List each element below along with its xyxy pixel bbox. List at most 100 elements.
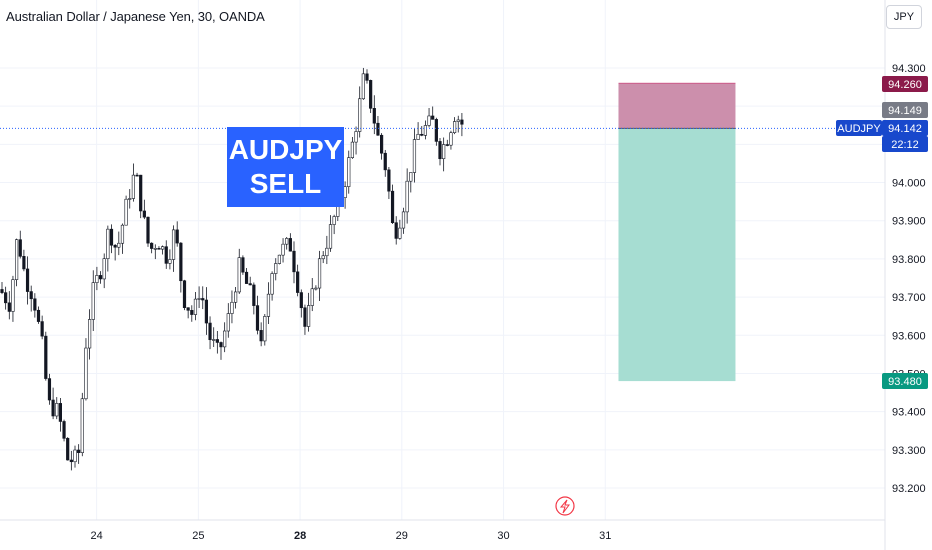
candle	[412, 128, 417, 183]
candle	[423, 120, 428, 140]
candle-body	[347, 157, 351, 187]
high-price-label-bg	[882, 102, 928, 118]
price-tick-label: 93.700	[892, 292, 926, 304]
candle	[372, 95, 376, 135]
candle	[164, 240, 168, 269]
candle	[91, 270, 95, 331]
candle-body	[434, 119, 438, 142]
candle	[460, 113, 464, 137]
candle	[73, 445, 77, 468]
candle-body	[95, 275, 99, 283]
candle	[175, 221, 179, 247]
candle	[226, 303, 230, 338]
candle-body	[190, 310, 194, 315]
candle-body	[244, 271, 249, 284]
currency-button[interactable]: JPY	[886, 5, 922, 29]
time-axis[interactable]: 24 25 28 29 30 31	[91, 530, 612, 542]
price-tick-label: 94.000	[892, 178, 926, 190]
candle	[369, 79, 373, 114]
candle	[306, 292, 311, 332]
candle-body	[139, 174, 143, 212]
candle	[66, 437, 70, 461]
candle-body	[234, 291, 238, 303]
stop-loss-zone[interactable]	[618, 83, 736, 129]
candle-body	[460, 119, 464, 125]
candle	[350, 136, 355, 159]
candle	[208, 316, 212, 350]
candle	[288, 233, 292, 252]
candle	[25, 256, 30, 305]
candle	[80, 392, 84, 457]
candle	[88, 309, 92, 360]
candle-body	[22, 256, 26, 270]
candle-body	[182, 280, 187, 308]
bar-countdown-label-bg	[882, 136, 928, 152]
candle-body	[310, 288, 314, 306]
price-tick-label: 93.800	[892, 254, 926, 266]
candle-body	[40, 321, 44, 337]
candle	[102, 253, 106, 289]
candle	[274, 258, 278, 281]
chart-title: Australian Dollar / Japanese Yen, 30, OA…	[6, 9, 265, 24]
candle-body	[186, 307, 190, 311]
candle	[36, 306, 41, 324]
price-tick-label: 94.300	[892, 63, 926, 75]
candlestick-series	[0, 67, 464, 471]
candle	[171, 225, 176, 272]
candle	[157, 246, 161, 250]
candle-body	[354, 131, 358, 143]
candle-body	[124, 198, 128, 226]
candle-body	[18, 239, 22, 257]
candle-body	[25, 268, 30, 292]
candle	[394, 216, 398, 245]
candle-body	[150, 242, 154, 249]
candle-body	[303, 307, 307, 327]
candle-body	[219, 342, 223, 348]
candle-body	[47, 378, 52, 401]
candle-body	[164, 246, 168, 264]
candle	[387, 166, 391, 200]
candle-body	[321, 255, 325, 260]
candle-body	[306, 305, 311, 327]
candle-body	[33, 298, 37, 311]
candle	[343, 181, 347, 209]
take-profit-zone[interactable]	[618, 128, 736, 382]
candle-body	[449, 132, 453, 146]
short-position-tool[interactable]	[618, 82, 736, 382]
candle-body	[270, 273, 274, 295]
candle	[179, 242, 183, 293]
candle	[420, 126, 424, 137]
time-tick-label: 31	[599, 530, 611, 542]
candle	[47, 373, 52, 405]
candle-body	[226, 313, 230, 332]
candle	[314, 285, 318, 291]
candle-body	[11, 279, 15, 312]
candle	[193, 292, 198, 321]
candle	[95, 266, 99, 291]
alert-icon[interactable]	[555, 496, 575, 516]
candle-body	[58, 403, 62, 422]
candle	[33, 293, 37, 318]
candle	[135, 172, 139, 177]
candle-body	[4, 292, 8, 304]
candle-body	[197, 298, 201, 300]
stop-price-label: 94.260	[888, 79, 922, 91]
candle	[299, 289, 303, 318]
candle	[332, 214, 336, 235]
candle-body	[29, 291, 33, 300]
candle-body	[255, 305, 260, 331]
price-tick-label: 93.400	[892, 407, 926, 419]
candle	[234, 287, 238, 309]
candle	[303, 304, 307, 335]
candle-body	[420, 133, 424, 136]
symbol-label: AUDJPY	[837, 123, 881, 135]
candle	[405, 168, 409, 224]
candle	[22, 249, 26, 272]
candle-body	[106, 228, 110, 260]
candle	[325, 235, 329, 265]
candle-body	[376, 122, 380, 136]
last-price-label-bg	[882, 120, 928, 136]
candle-body	[442, 144, 446, 160]
candle-body	[212, 339, 216, 341]
